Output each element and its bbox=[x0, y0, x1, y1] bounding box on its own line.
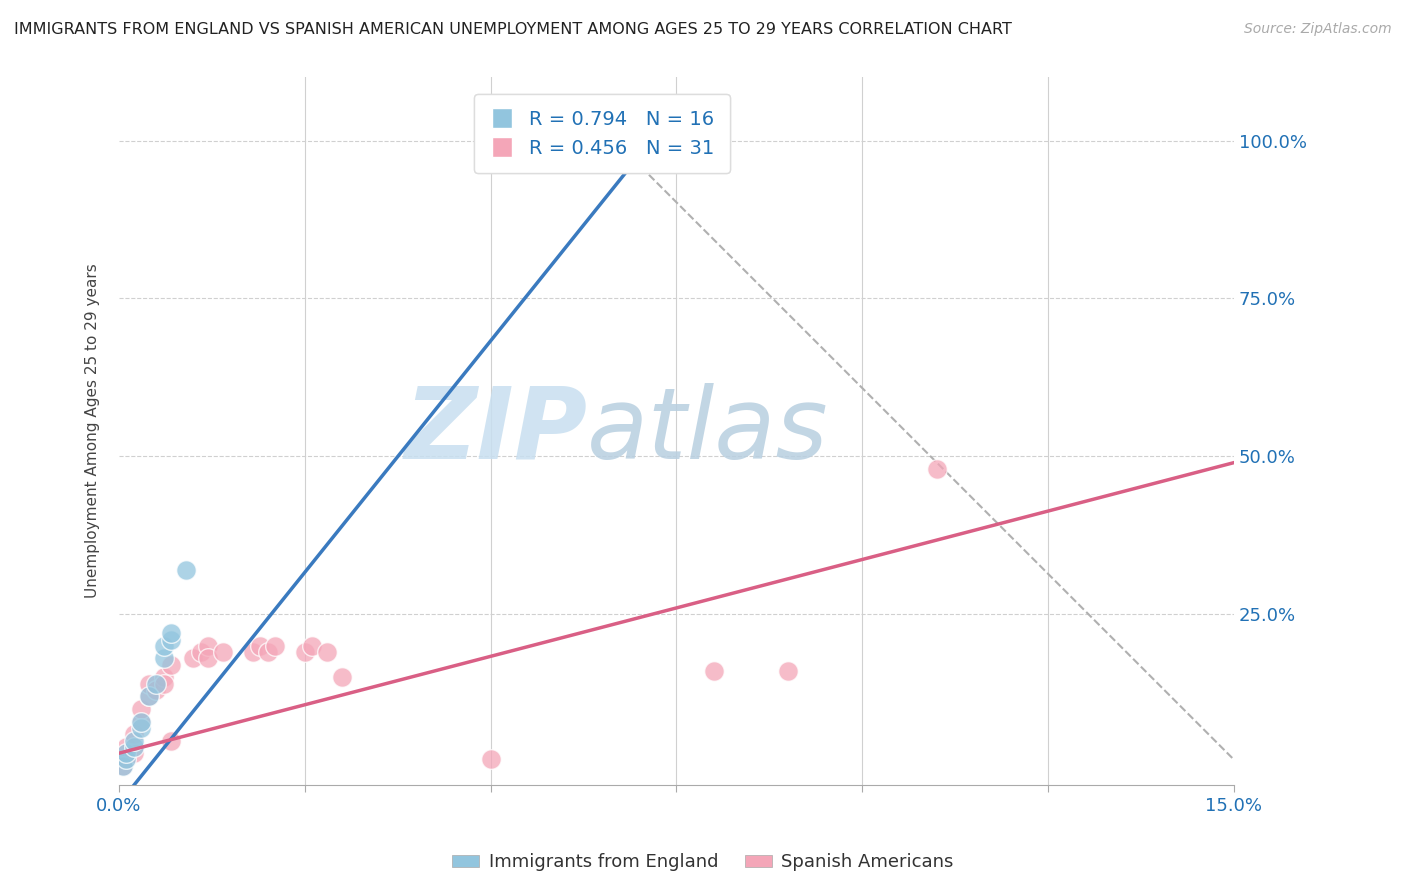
Point bbox=[703, 664, 725, 678]
Point bbox=[264, 639, 287, 653]
Point bbox=[190, 645, 212, 659]
Point bbox=[160, 626, 183, 640]
Point bbox=[294, 645, 316, 659]
Point bbox=[183, 651, 205, 665]
Point bbox=[122, 746, 145, 760]
Point bbox=[547, 134, 569, 148]
Point bbox=[122, 739, 145, 754]
Point bbox=[115, 746, 138, 760]
Point bbox=[122, 727, 145, 741]
Point bbox=[152, 639, 174, 653]
Point bbox=[212, 645, 235, 659]
Point bbox=[115, 752, 138, 766]
Point bbox=[138, 690, 160, 704]
Point bbox=[197, 651, 219, 665]
Point bbox=[256, 645, 278, 659]
Text: Source: ZipAtlas.com: Source: ZipAtlas.com bbox=[1244, 22, 1392, 37]
Point bbox=[122, 733, 145, 747]
Point bbox=[131, 721, 153, 735]
Text: ZIP: ZIP bbox=[405, 383, 588, 480]
Point bbox=[479, 752, 502, 766]
Point bbox=[249, 639, 271, 653]
Point bbox=[138, 676, 160, 690]
Point bbox=[115, 752, 138, 766]
Point bbox=[131, 714, 153, 729]
Point bbox=[925, 462, 948, 476]
Y-axis label: Unemployment Among Ages 25 to 29 years: Unemployment Among Ages 25 to 29 years bbox=[86, 264, 100, 599]
Point bbox=[174, 563, 197, 577]
Point bbox=[115, 739, 138, 754]
Point bbox=[160, 733, 183, 747]
Point bbox=[561, 134, 583, 148]
Legend: R = 0.794   N = 16, R = 0.456   N = 31: R = 0.794 N = 16, R = 0.456 N = 31 bbox=[474, 95, 730, 173]
Point bbox=[152, 651, 174, 665]
Point bbox=[160, 657, 183, 672]
Point bbox=[242, 645, 264, 659]
Point bbox=[316, 645, 339, 659]
Point bbox=[145, 683, 167, 698]
Point bbox=[330, 670, 353, 684]
Point bbox=[197, 639, 219, 653]
Legend: Immigrants from England, Spanish Americans: Immigrants from England, Spanish America… bbox=[446, 847, 960, 879]
Point bbox=[160, 632, 183, 647]
Point bbox=[145, 676, 167, 690]
Point bbox=[152, 670, 174, 684]
Point bbox=[131, 714, 153, 729]
Point bbox=[131, 702, 153, 716]
Point bbox=[138, 690, 160, 704]
Point bbox=[111, 759, 134, 773]
Point bbox=[111, 759, 134, 773]
Point bbox=[301, 639, 323, 653]
Text: IMMIGRANTS FROM ENGLAND VS SPANISH AMERICAN UNEMPLOYMENT AMONG AGES 25 TO 29 YEA: IMMIGRANTS FROM ENGLAND VS SPANISH AMERI… bbox=[14, 22, 1012, 37]
Point bbox=[776, 664, 799, 678]
Text: atlas: atlas bbox=[588, 383, 830, 480]
Point bbox=[152, 676, 174, 690]
